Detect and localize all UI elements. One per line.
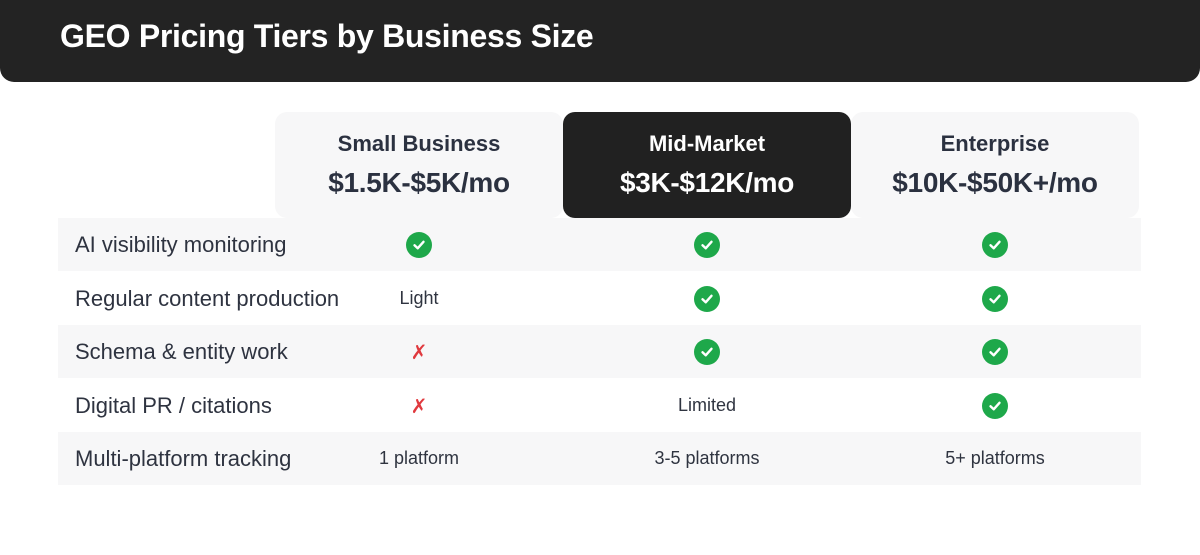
- table-cell: [851, 218, 1139, 271]
- feature-label: Multi-platform tracking: [75, 445, 292, 471]
- tier-price: $10K-$50K+/mo: [892, 167, 1098, 198]
- table-cell: [851, 325, 1139, 378]
- table-cell: 5+ platforms: [851, 432, 1139, 485]
- cross-icon: ✗: [410, 339, 428, 364]
- table-cell: 3-5 platforms: [563, 432, 851, 485]
- cell-value: Limited: [677, 395, 737, 415]
- tier-name: Enterprise: [940, 131, 1050, 156]
- check-circle-icon: [982, 392, 1008, 419]
- check-circle-icon: [694, 231, 720, 258]
- tier-price: $1.5K-$5K/mo: [328, 167, 510, 198]
- tier-header-small-business: Small Business $1.5K-$5K/mo: [275, 112, 563, 218]
- tier-header-enterprise: Enterprise $10K-$50K+/mo: [851, 112, 1139, 218]
- table-cell: Light: [275, 272, 563, 325]
- table-cell: Limited: [563, 379, 851, 432]
- feature-label: AI visibility monitoring: [75, 231, 287, 257]
- feature-label: Regular content production: [75, 285, 340, 311]
- table-cell: ✗: [275, 325, 563, 378]
- table-row: AI visibility monitoring: [58, 218, 1141, 271]
- table-cell: [851, 379, 1139, 432]
- table-row: Regular content production Light: [58, 272, 1141, 325]
- cell-value: 5+ platforms: [945, 448, 1045, 468]
- page-title: GEO Pricing Tiers by Business Size: [60, 18, 594, 54]
- tier-name: Mid-Market: [648, 131, 766, 156]
- table-cell: [851, 272, 1139, 325]
- table-cell: ✗: [275, 379, 563, 432]
- table-cell: [563, 325, 851, 378]
- cell-value: 3-5 platforms: [654, 448, 760, 468]
- check-circle-icon: [982, 338, 1008, 365]
- table-cell: [563, 272, 851, 325]
- table-row: Schema & entity work ✗: [58, 325, 1141, 378]
- tier-header-mid-market: Mid-Market $3K-$12K/mo: [563, 112, 851, 218]
- title-bar: GEO Pricing Tiers by Business Size: [0, 0, 1200, 82]
- check-circle-icon: [694, 285, 720, 312]
- check-circle-icon: [982, 231, 1008, 258]
- table-cell: [563, 218, 851, 271]
- table-row: Digital PR / citations ✗ Limited: [58, 379, 1141, 432]
- cell-value: Light: [399, 288, 439, 308]
- table-cell: 1 platform: [275, 432, 563, 485]
- table-cell: [275, 218, 563, 271]
- feature-label: Schema & entity work: [75, 338, 288, 364]
- table-row: Multi-platform tracking 1 platform 3-5 pla…: [58, 432, 1141, 485]
- check-circle-icon: [694, 338, 720, 365]
- check-circle-icon: [406, 231, 432, 258]
- tier-price: $3K-$12K/mo: [619, 167, 795, 198]
- cross-icon: ✗: [410, 393, 428, 418]
- tier-name: Small Business: [337, 131, 501, 156]
- check-circle-icon: [982, 285, 1008, 312]
- feature-label: Digital PR / citations: [75, 392, 272, 418]
- cell-value: 1 platform: [378, 448, 460, 468]
